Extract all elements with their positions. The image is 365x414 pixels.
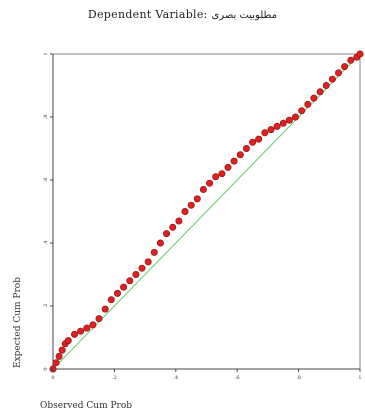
data-point bbox=[230, 157, 238, 165]
y-tick-label: .6 bbox=[43, 178, 49, 183]
x-tick-label: .8 bbox=[296, 375, 301, 381]
data-point bbox=[144, 258, 152, 266]
data-point bbox=[224, 163, 232, 171]
y-tick-label: 1 bbox=[43, 52, 49, 55]
data-point bbox=[242, 145, 250, 153]
data-points bbox=[49, 50, 364, 373]
data-point bbox=[107, 296, 115, 304]
data-point bbox=[55, 352, 63, 360]
data-point bbox=[212, 173, 220, 181]
data-point bbox=[279, 119, 287, 127]
data-point bbox=[249, 138, 257, 146]
data-point bbox=[126, 277, 134, 285]
data-point bbox=[169, 223, 177, 231]
x-tick-label: .4 bbox=[173, 375, 178, 381]
data-point bbox=[132, 270, 140, 278]
y-tick-label: .2 bbox=[43, 304, 49, 309]
data-point bbox=[310, 94, 318, 102]
data-point bbox=[95, 315, 103, 323]
y-tick-label: 0 bbox=[43, 367, 49, 370]
data-point bbox=[71, 330, 79, 338]
y-tick-label: .4 bbox=[43, 241, 49, 246]
data-point bbox=[58, 346, 66, 354]
data-point bbox=[206, 179, 214, 187]
data-point bbox=[150, 248, 158, 256]
x-tick-label: .6 bbox=[235, 375, 240, 381]
y-tick-label: .8 bbox=[43, 115, 49, 120]
data-point bbox=[285, 116, 293, 124]
data-point bbox=[83, 324, 91, 332]
data-point bbox=[114, 289, 122, 297]
data-point bbox=[255, 135, 263, 143]
data-point bbox=[334, 69, 342, 77]
data-point bbox=[267, 126, 275, 134]
data-point bbox=[236, 151, 244, 159]
data-point bbox=[347, 56, 355, 64]
data-point bbox=[273, 122, 281, 130]
chart-title: Dependent Variable: مطلوبيت بصرى bbox=[0, 8, 365, 21]
data-point bbox=[356, 50, 364, 58]
data-point bbox=[199, 186, 207, 194]
y-ticks: 0 .2 .4 .6 .8 1 bbox=[43, 52, 53, 371]
data-point bbox=[193, 195, 201, 203]
data-point bbox=[328, 75, 336, 83]
x-tick-label: .2 bbox=[112, 375, 117, 381]
data-point bbox=[218, 170, 226, 178]
data-point bbox=[316, 88, 324, 96]
x-axis-title: Observed Cum Prob bbox=[40, 401, 132, 411]
data-point bbox=[298, 107, 306, 115]
data-point bbox=[52, 359, 60, 367]
x-ticks: 0 .2 .4 .6 .8 1 bbox=[51, 369, 362, 381]
data-point bbox=[304, 100, 312, 108]
data-point bbox=[261, 129, 269, 137]
data-point bbox=[291, 113, 299, 121]
data-point bbox=[89, 321, 97, 329]
data-point bbox=[341, 63, 349, 71]
title-variable: مطلوبيت بصرى bbox=[211, 10, 278, 21]
data-point bbox=[181, 208, 189, 216]
data-point bbox=[187, 201, 195, 209]
data-point bbox=[322, 82, 330, 90]
x-tick-label: 1 bbox=[358, 375, 361, 381]
data-point bbox=[64, 337, 72, 345]
data-point bbox=[175, 217, 183, 225]
y-axis-title: Expected Cum Prob bbox=[13, 277, 23, 368]
data-point bbox=[77, 327, 85, 335]
data-point bbox=[138, 264, 146, 272]
data-point bbox=[163, 230, 171, 238]
data-point bbox=[120, 283, 128, 291]
x-tick-label: 0 bbox=[51, 375, 54, 381]
data-point bbox=[156, 239, 164, 247]
title-prefix: Dependent Variable: bbox=[87, 8, 208, 21]
data-point bbox=[101, 305, 109, 313]
